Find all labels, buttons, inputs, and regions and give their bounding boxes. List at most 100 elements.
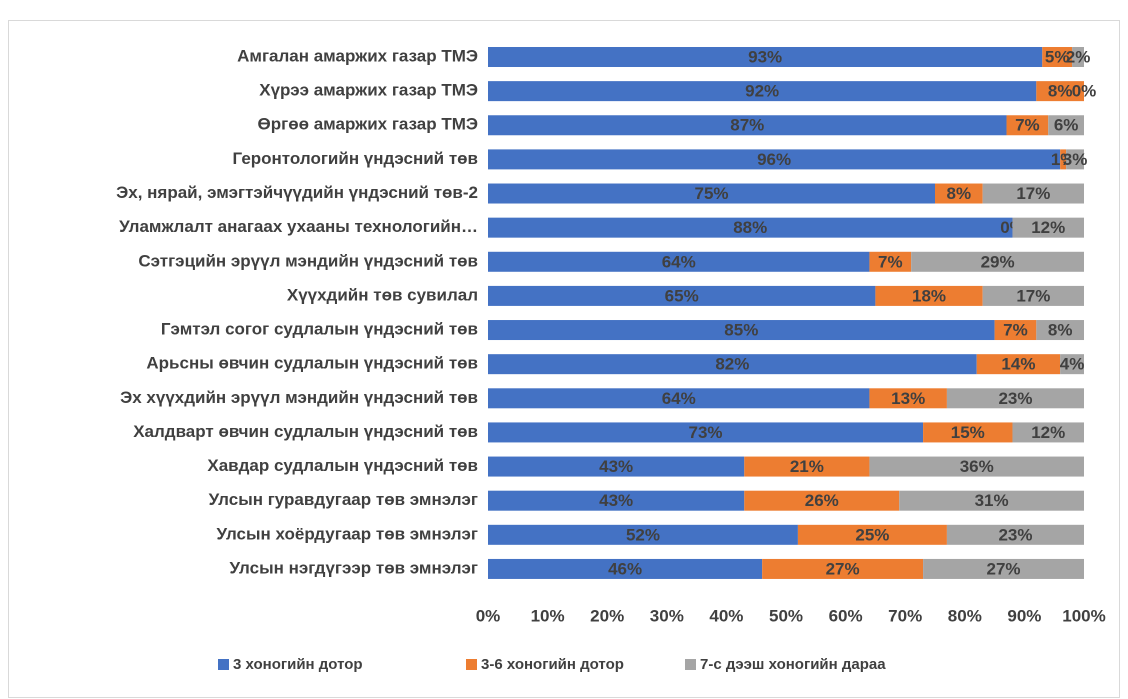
bar-segment	[1036, 81, 1084, 102]
legend-label: 7-с дээш хоногийн дараа	[700, 656, 886, 673]
category-label: Геронтологийн үндэсний төв	[233, 149, 478, 168]
bar-segment	[869, 388, 947, 409]
bar-segment	[976, 354, 1061, 375]
x-tick-label: 50%	[769, 606, 803, 625]
data-label: 36%	[960, 457, 994, 476]
bar-segment	[488, 183, 935, 204]
data-label: 46%	[608, 559, 642, 578]
category-label: Арьсны өвчин судлалын үндэсний төв	[146, 354, 478, 373]
bar-segment	[946, 524, 1084, 545]
category-label: Улсын нэгдүгээр төв эмнэлэг	[230, 558, 478, 577]
bar-segment	[982, 183, 1084, 204]
bar-segment	[744, 490, 900, 511]
data-label: 27%	[987, 559, 1021, 578]
bar-segment	[488, 251, 870, 272]
bar-segment	[1072, 47, 1084, 67]
data-label: 6%	[1054, 116, 1079, 135]
legend-swatch	[218, 659, 229, 670]
category-label: Эх хүүхдийн эрүүл мэндийн үндэсний төв	[120, 388, 478, 407]
data-label: 18%	[912, 286, 946, 305]
x-tick-label: 80%	[948, 606, 982, 625]
bar-segment	[1066, 149, 1084, 170]
data-label: 14%	[1001, 355, 1035, 374]
bar-segment	[488, 217, 1013, 238]
data-label: 93%	[748, 47, 782, 66]
bar-segment	[488, 388, 870, 409]
legend-label: 3-6 хоногийн дотор	[481, 656, 624, 673]
x-tick-label: 100%	[1062, 606, 1105, 625]
x-tick-label: 10%	[531, 606, 565, 625]
category-label: Гэмтэл согог судлалын үндэсний төв	[161, 320, 478, 339]
category-label: Улсын хоёрдугаар төв эмнэлэг	[216, 524, 478, 543]
category-label: Хүүхдийн төв сувилал	[287, 285, 478, 304]
bar-segment	[488, 354, 977, 375]
data-label: 23%	[998, 389, 1032, 408]
bar-segment	[488, 558, 763, 579]
bar-segment	[869, 456, 1084, 477]
data-label: 52%	[626, 525, 660, 544]
bar-segment	[923, 558, 1084, 579]
category-label: Эх, нярай, эмэгтэйчүүдийн үндэсний төв-2	[116, 183, 478, 202]
data-label: 43%	[599, 491, 633, 510]
category-label: Сэтгэцийн эрүүл мэндийн үндэсний төв	[138, 251, 478, 270]
data-label: 4%	[1060, 355, 1085, 374]
data-label: 8%	[1048, 321, 1073, 340]
bar-segment	[488, 456, 745, 477]
bar-segment	[488, 422, 924, 443]
x-tick-label: 30%	[650, 606, 684, 625]
category-label: Улсын гуравдугаар төв эмнэлэг	[209, 490, 478, 509]
bar-segment	[1012, 422, 1084, 443]
bar-segment	[1036, 320, 1084, 341]
data-label: 31%	[975, 491, 1009, 510]
bar-segment	[762, 558, 924, 579]
data-label: 17%	[1016, 286, 1050, 305]
data-label: 87%	[730, 116, 764, 135]
data-label: 12%	[1031, 218, 1065, 237]
data-label: 25%	[855, 525, 889, 544]
bar-segment	[1060, 149, 1067, 170]
data-label: 43%	[599, 457, 633, 476]
category-label: Уламжлалт анагаах ухааны технологийн…	[119, 217, 478, 236]
data-label: 64%	[662, 389, 696, 408]
data-label: 82%	[715, 355, 749, 374]
bar-segment	[797, 524, 947, 545]
data-label: 17%	[1016, 184, 1050, 203]
bar-segment	[994, 320, 1037, 341]
bar-segment	[911, 251, 1084, 272]
x-tick-label: 40%	[709, 606, 743, 625]
data-label: 12%	[1031, 423, 1065, 442]
data-label: 64%	[662, 252, 696, 271]
data-label: 3%	[1063, 150, 1088, 169]
data-label: 2%	[1066, 47, 1091, 66]
data-label: 7%	[1003, 321, 1028, 340]
bar-segment	[488, 115, 1007, 136]
bar-segment	[488, 81, 1037, 102]
data-label: 13%	[891, 389, 925, 408]
bar-segment	[982, 285, 1084, 306]
category-label: Өргөө амаржих газар ТМЭ	[258, 115, 478, 134]
bar-segment	[488, 320, 995, 341]
data-label: 8%	[947, 184, 972, 203]
bar-segment	[946, 388, 1084, 409]
x-tick-label: 20%	[590, 606, 624, 625]
legend-swatch	[466, 659, 477, 670]
data-label: 5%	[1045, 47, 1070, 66]
x-tick-label: 70%	[888, 606, 922, 625]
bar-segment	[488, 285, 876, 306]
data-label: 96%	[757, 150, 791, 169]
bar-segment	[1048, 115, 1084, 136]
x-tick-label: 0%	[476, 606, 501, 625]
bar-segment	[488, 490, 745, 511]
bar-segment	[488, 524, 798, 545]
x-tick-label: 90%	[1007, 606, 1041, 625]
bar-segment	[1060, 354, 1084, 375]
data-label: 0%	[1072, 82, 1097, 101]
data-label: 8%	[1048, 82, 1073, 101]
bar-segment	[869, 251, 912, 272]
data-label: 75%	[694, 184, 728, 203]
bar-segment	[488, 149, 1061, 170]
data-label: 7%	[1015, 116, 1040, 135]
category-label: Хавдар судлалын үндэсний төв	[207, 456, 478, 475]
bar-segment	[488, 47, 1043, 67]
